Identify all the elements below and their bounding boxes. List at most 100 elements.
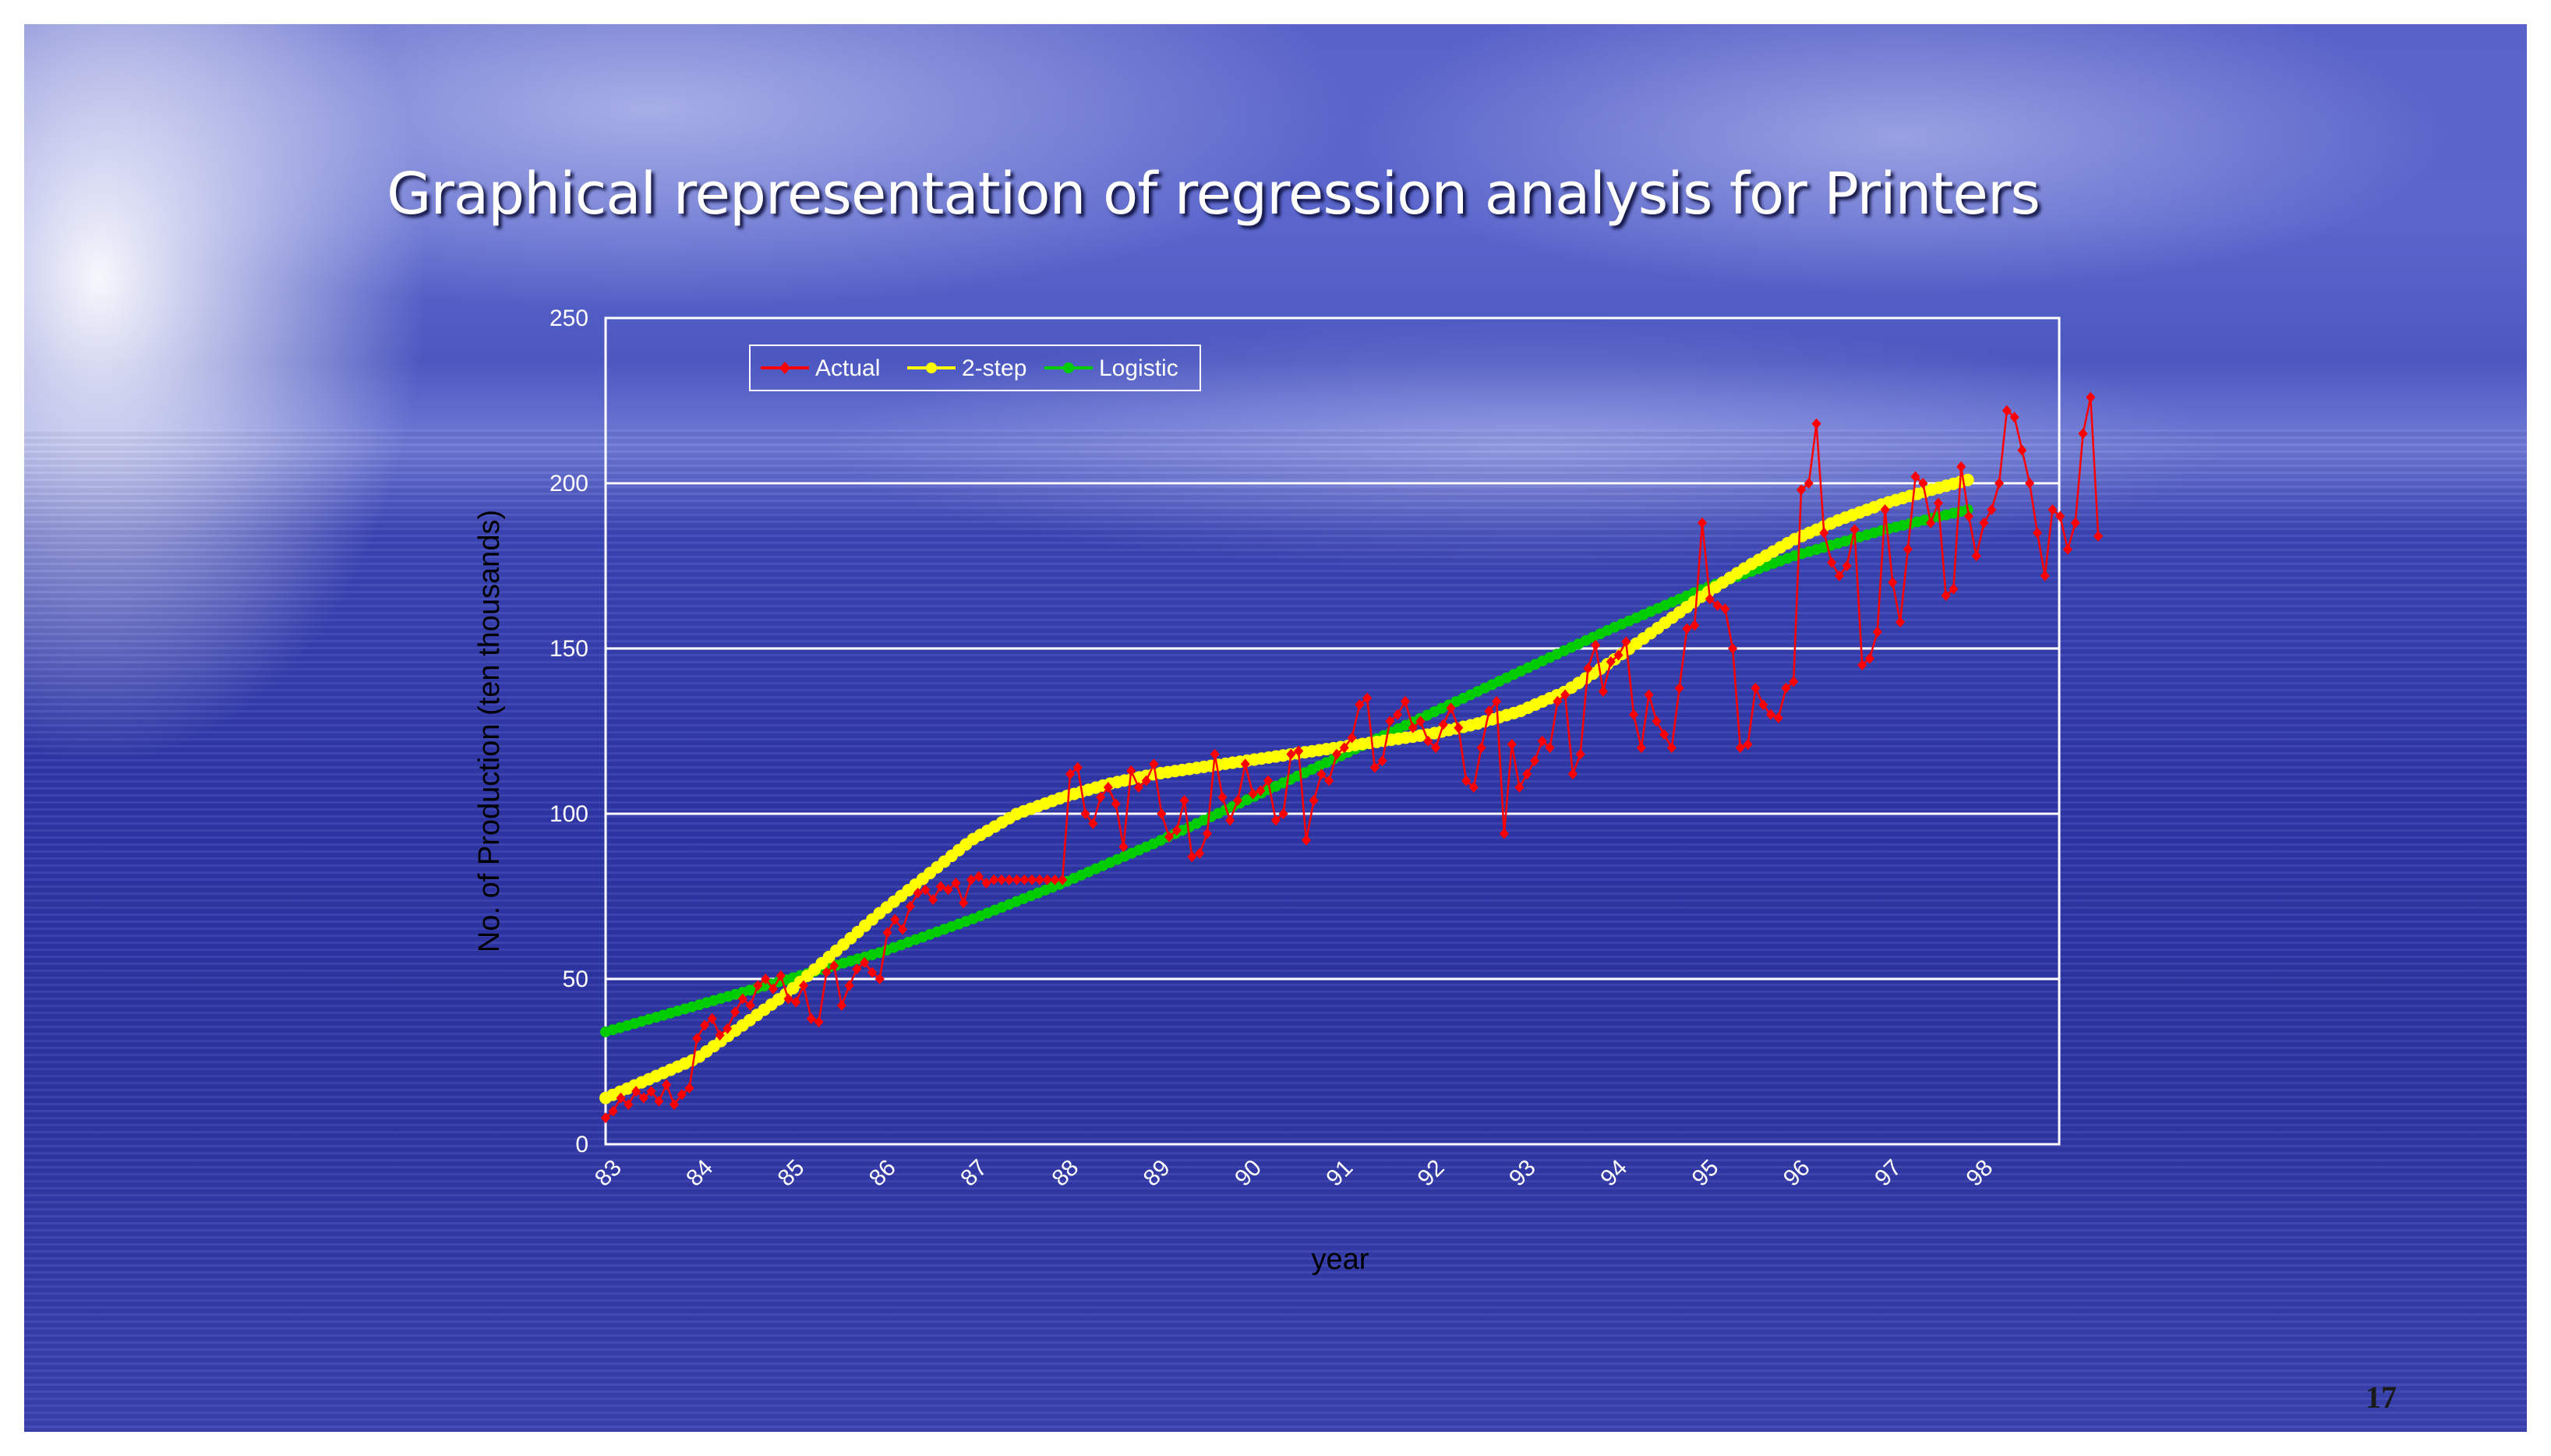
actual-point [1484,705,1494,717]
actual-point [1598,686,1608,698]
actual-point [1621,636,1631,648]
actual-point [1652,716,1662,727]
legend-label: Actual [815,355,880,381]
actual-point [913,887,923,899]
actual-point [1896,617,1906,628]
actual-point [1294,745,1304,757]
actual-point [1195,847,1205,859]
actual-point [1530,755,1540,767]
actual-point [601,1112,610,1124]
x-tick-labels: 83 84 85 86 87 88 89 90 91 92 93 94 95 96 97 98 [590,1155,1998,1192]
actual-point [791,996,801,1008]
actual-point [1331,748,1341,760]
actual-point [860,956,870,968]
actual-point [1918,478,1928,489]
actual-point [1217,791,1228,803]
actual-point [737,993,747,1005]
actual-point [1690,620,1700,631]
actual-point [1446,702,1456,714]
actual-point [989,874,999,885]
actual-point [654,1095,664,1107]
actual-point [852,963,862,975]
slide-background: Graphical representation of regression a… [24,24,2527,1432]
actual-point [646,1086,656,1097]
two-step-point [1961,473,1974,486]
x-axis-title: year [1312,1243,1369,1276]
actual-point [1385,716,1395,727]
x-tick-label: 98 [1961,1155,1998,1192]
actual-point [1963,511,1973,522]
actual-point [1872,626,1882,638]
actual-point [1050,874,1060,885]
actual-point [1545,742,1555,754]
actual-point [898,924,908,935]
actual-point [1171,825,1182,836]
actual-point [1697,517,1707,528]
x-tick-label: 88 [1047,1155,1083,1192]
actual-point [1301,834,1311,846]
actual-point [1674,682,1684,694]
actual-point [1636,742,1646,754]
actual-point [1591,639,1601,651]
actual-point [1613,649,1624,661]
actual-point [1355,699,1365,711]
actual-point [799,980,809,991]
actual-point [2055,511,2065,522]
actual-point [1514,782,1525,793]
actual-point [715,1030,725,1041]
actual-point [966,874,976,885]
actual-point [761,974,771,984]
actual-point [1765,709,1775,720]
actual-point [1797,484,1807,496]
actual-point [1179,795,1189,807]
actual-point [1240,758,1250,770]
actual-point [973,871,984,882]
actual-point [1012,874,1022,885]
actual-point [1065,769,1076,780]
actual-point [2070,517,2080,528]
actual-point [1232,795,1242,807]
actual-point [2017,444,2027,456]
x-tick-label: 86 [864,1155,901,1192]
actual-point [768,983,778,995]
actual-point [1202,828,1212,839]
actual-point [882,927,892,938]
actual-point [943,884,953,896]
actual-point [1347,732,1357,744]
water-texture [24,429,2527,1432]
actual-point [1286,748,1296,760]
actual-point [1096,791,1106,803]
actual-point [1339,742,1349,754]
actual-point [814,1016,824,1028]
actual-point [1270,815,1281,826]
legend-frame [749,345,1201,391]
actual-point [1461,775,1472,786]
actual-point [867,967,877,978]
actual-point [890,914,900,925]
x-tick-label: 95 [1687,1155,1724,1192]
actual-point [981,878,991,889]
actual-point [1522,769,1532,780]
actual-point [1004,874,1014,885]
actual-point [1058,874,1068,885]
actual-point [1956,461,1966,472]
actual-point [2009,412,2019,423]
actual-point [1819,527,1829,539]
y-tick-label: 250 [549,306,588,331]
x-tick-label: 94 [1595,1155,1632,1192]
x-tick-label: 90 [1230,1155,1267,1192]
actual-point [707,1012,717,1024]
actual-point [836,999,846,1011]
actual-point [1606,656,1616,667]
actual-point [1157,808,1167,819]
actual-point [1903,543,1913,555]
actual-point [2086,391,2096,403]
grid-lines [606,482,2059,981]
actual-point [920,884,931,896]
actual-point [753,980,763,991]
y-tick-label: 150 [549,636,588,662]
actual-point [1415,716,1426,727]
x-tick-label: 93 [1504,1155,1541,1192]
actual-point [1454,722,1464,733]
